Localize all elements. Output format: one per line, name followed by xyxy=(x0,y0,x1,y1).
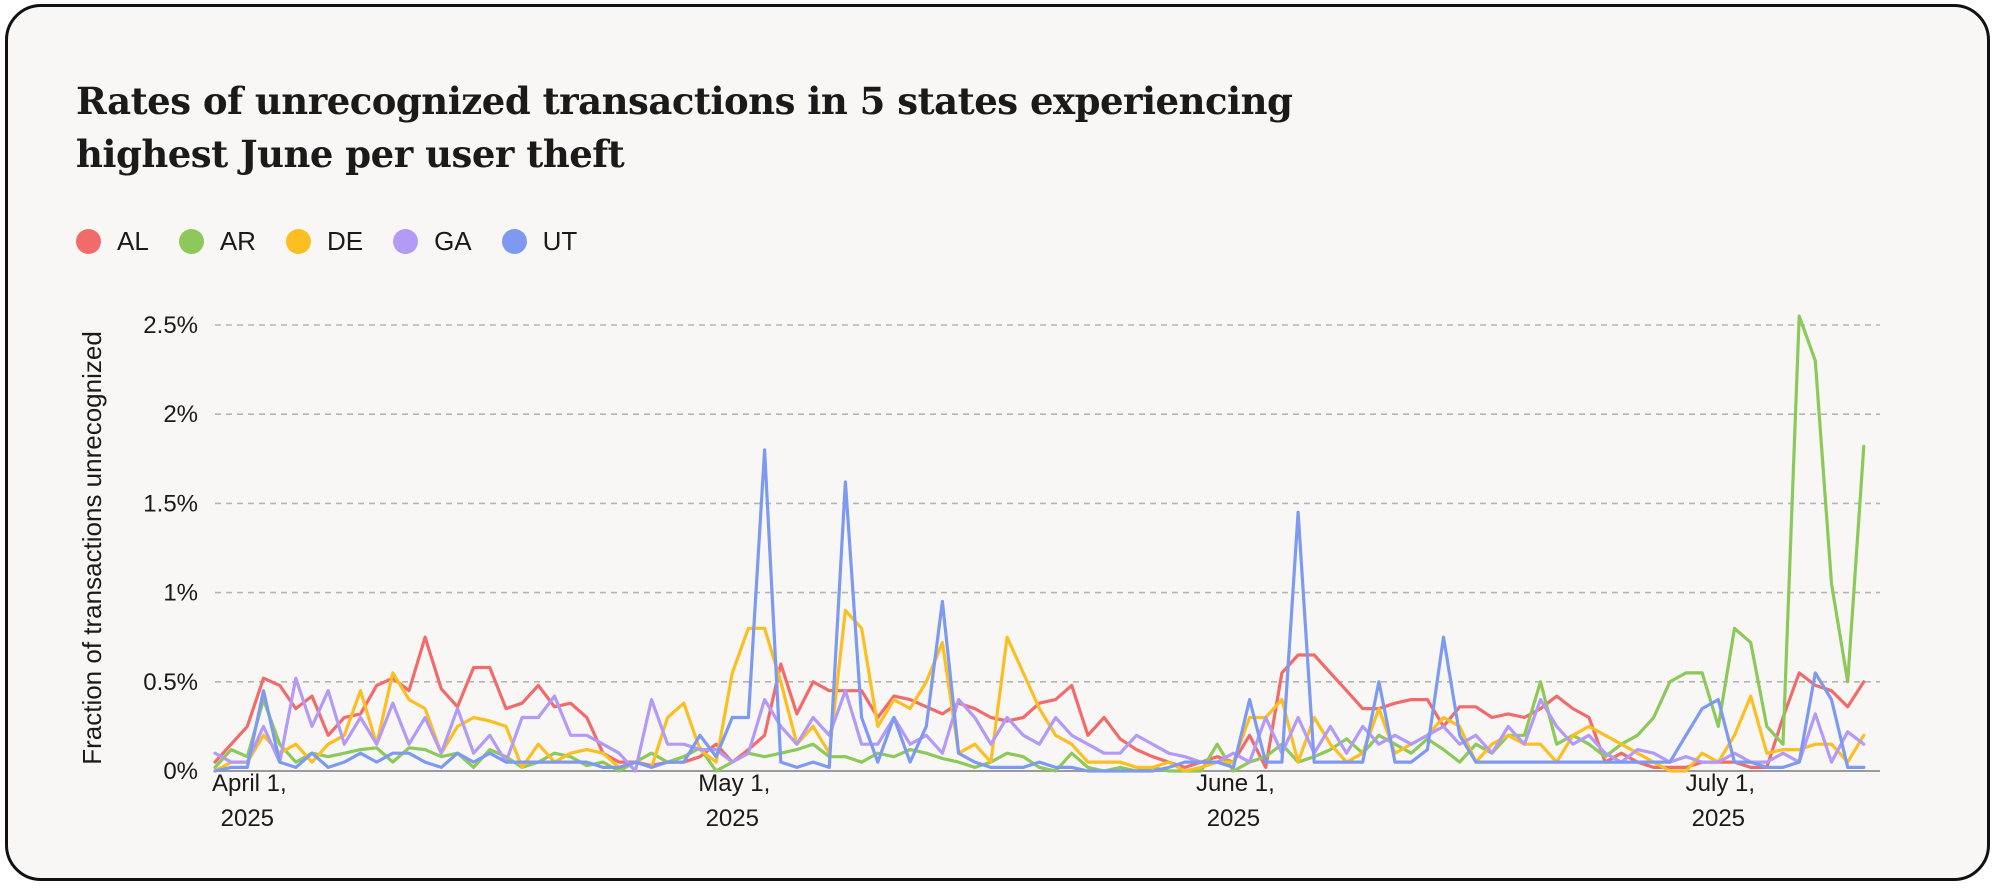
y-axis-label: Fraction of transactions unrecognized xyxy=(77,331,107,765)
legend-item-de: DE xyxy=(285,226,364,257)
chart-title: Rates of unrecognized transactions in 5 … xyxy=(76,75,1376,181)
legend-swatch xyxy=(393,229,419,254)
chart-legend: AL AR DE GA UT xyxy=(76,226,577,257)
legend-item-ar: AR xyxy=(178,226,256,257)
legend-label: UT xyxy=(542,226,578,256)
x-tick-label: July 1, xyxy=(1686,770,1755,797)
y-tick-label: 2.5% xyxy=(143,312,198,339)
legend-label: GA xyxy=(434,226,472,256)
legend-item-ga: GA xyxy=(393,226,472,257)
legend-label: DE xyxy=(326,226,364,256)
y-tick-label: 2% xyxy=(163,401,198,428)
legend-swatch xyxy=(285,229,311,254)
legend-swatch xyxy=(501,229,527,254)
series-line-ga xyxy=(213,676,1866,773)
legend-item-ut: UT xyxy=(501,226,578,257)
x-tick-label: April 1, xyxy=(212,770,287,797)
legend-label: AR xyxy=(219,226,256,256)
legend-swatch xyxy=(76,229,101,254)
y-tick-label: 0% xyxy=(163,758,198,785)
series-line-de xyxy=(213,608,1866,773)
chart-title-line-1: Rates of unrecognized transactions in 5 … xyxy=(76,79,1293,123)
x-tick-label-year: 2025 xyxy=(706,805,759,832)
y-tick-label: 0.5% xyxy=(143,669,198,696)
legend-item-al: AL xyxy=(76,226,149,257)
series-line-al xyxy=(213,635,1866,770)
series-line-ut xyxy=(213,448,1866,773)
x-tick-label: May 1, xyxy=(698,770,770,797)
y-tick-label: 1% xyxy=(163,580,198,607)
legend-swatch xyxy=(178,229,204,254)
y-tick-label: 1.5% xyxy=(143,490,198,517)
x-tick-label: June 1, xyxy=(1196,770,1275,797)
series-line-ar xyxy=(213,314,1866,773)
chart-title-line-2: highest June per user theft xyxy=(76,132,625,176)
x-tick-label-year: 2025 xyxy=(1207,805,1260,832)
x-tick-label-year: 2025 xyxy=(1692,805,1745,832)
legend-label: AL xyxy=(117,226,149,256)
x-tick-label-year: 2025 xyxy=(221,805,274,832)
